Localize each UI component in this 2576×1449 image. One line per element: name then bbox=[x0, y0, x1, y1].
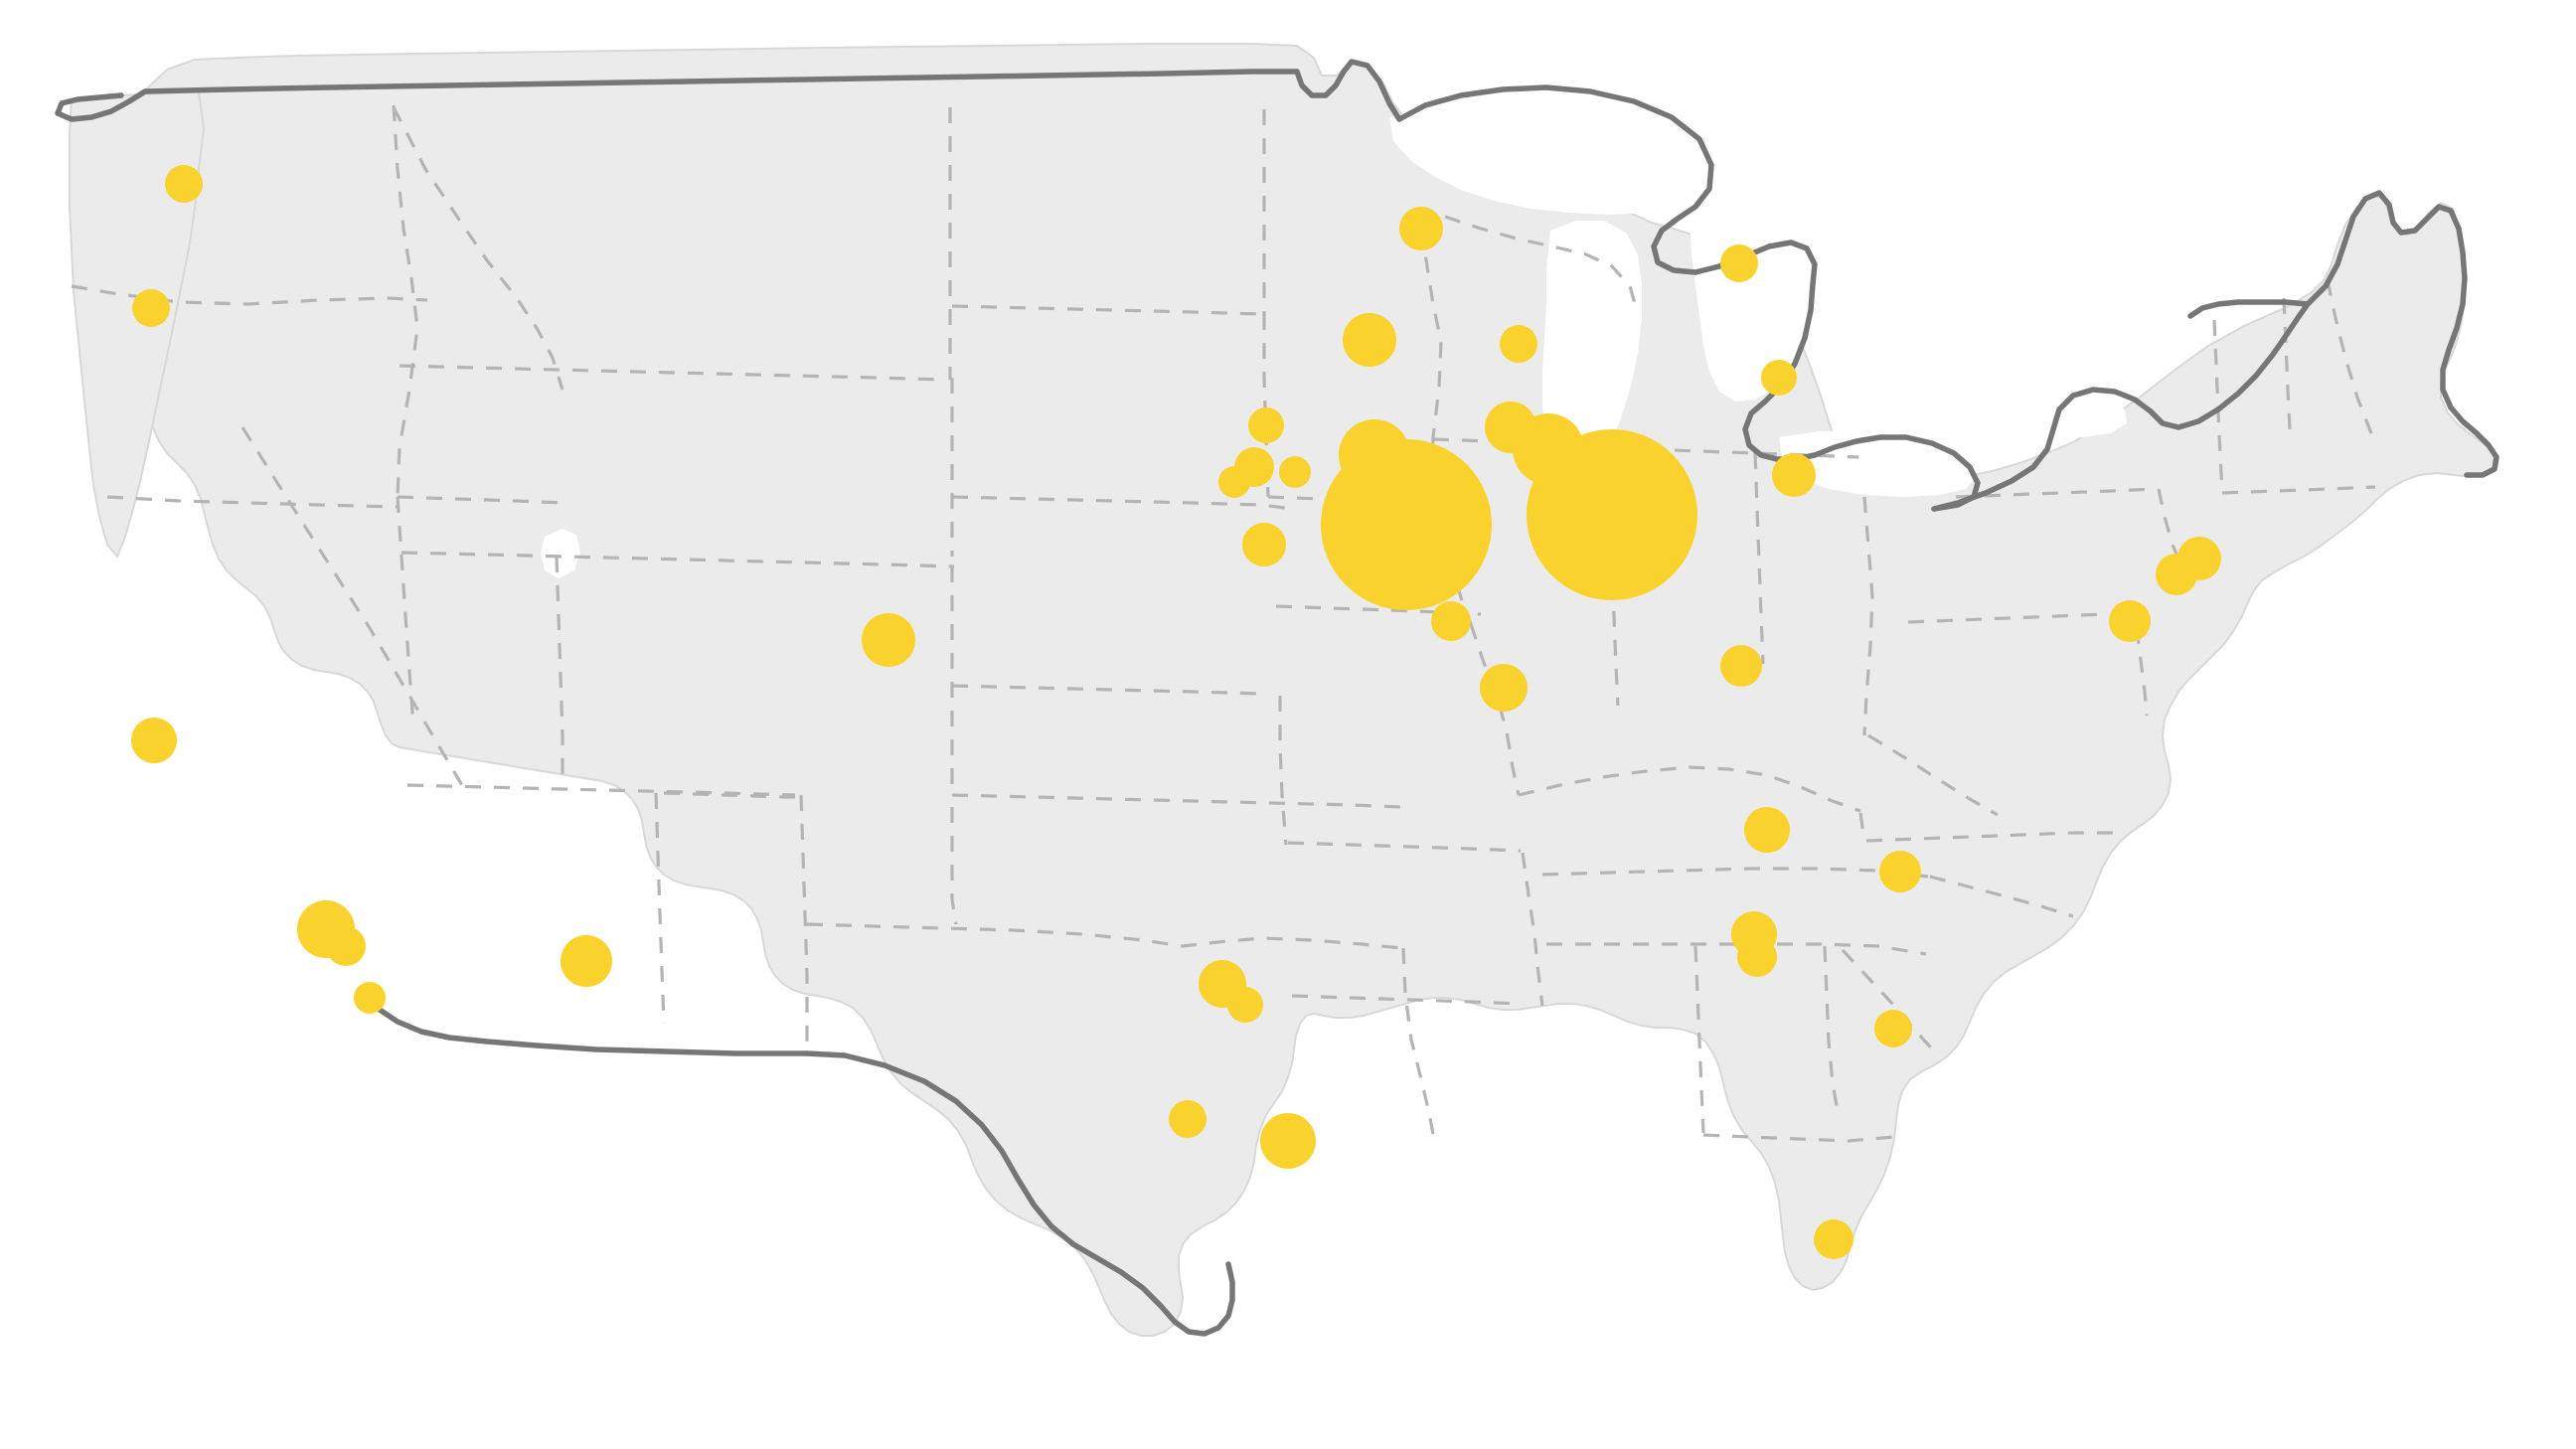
bubble-marker[interactable]: Denver, CO bbox=[862, 613, 915, 667]
bubble-marker[interactable]: Chicago North bbox=[1339, 419, 1410, 491]
great-salt-lake bbox=[541, 529, 580, 578]
bubble-marker[interactable]: Los Angeles East bbox=[326, 926, 366, 966]
great-lakes-layer bbox=[541, 95, 2127, 578]
border-maine bbox=[2305, 190, 2499, 478]
border-puget-sound bbox=[55, 88, 148, 122]
bubble-marker-layer[interactable]: Seattle, WA Portland, OR San Francisco, CA… bbox=[131, 165, 2221, 1259]
bubble-marker[interactable]: Detroit West bbox=[1513, 413, 1584, 485]
border-wv-va bbox=[1867, 733, 1999, 817]
border-mi-wi bbox=[1444, 215, 1640, 315]
border-mo-ar bbox=[1287, 841, 1522, 853]
bubble-marker[interactable]: St. Louis, MO bbox=[1480, 664, 1528, 712]
border-ar-la bbox=[1291, 994, 1522, 1006]
bubble-marker[interactable]: Davenport, IA bbox=[1242, 523, 1286, 566]
coast-refine-layer bbox=[69, 89, 206, 559]
bubble-marker[interactable]: Nashville, TN bbox=[1744, 807, 1790, 853]
border-wa-or bbox=[71, 284, 428, 306]
border-nm-tx bbox=[799, 794, 809, 1053]
border-ms-al bbox=[1693, 945, 1705, 1134]
border-nv-ca bbox=[241, 426, 465, 788]
bubble-marker[interactable]: Tampa, FL bbox=[1814, 1219, 1853, 1259]
border-ky-east bbox=[1858, 812, 1866, 842]
bubble-marker[interactable]: Jacksonville, FL bbox=[1874, 1010, 1912, 1047]
bubble-marker[interactable]: Portland, OR bbox=[132, 289, 170, 327]
border-va-nc bbox=[1865, 831, 2117, 843]
border-nc-sc bbox=[1929, 875, 2074, 918]
border-ne-ks bbox=[951, 684, 1263, 696]
border-oh-valley bbox=[1518, 765, 1861, 813]
border-or-ca bbox=[106, 495, 399, 509]
bubble-marker[interactable]: Fort Worth, TX bbox=[1227, 987, 1263, 1023]
border-id-mt bbox=[392, 106, 564, 391]
border-ma-ct bbox=[2221, 485, 2376, 495]
bubble-marker[interactable]: Springfield, IL bbox=[1431, 601, 1471, 641]
bubble-marker[interactable]: Grand Rapids, MI bbox=[1720, 244, 1758, 282]
bubble-marker[interactable]: Seattle, WA bbox=[165, 165, 203, 203]
state-borders-layer bbox=[71, 104, 2376, 1146]
bubble-marker[interactable]: Peoria, IL bbox=[1279, 456, 1311, 488]
border-al-ga bbox=[1823, 945, 1841, 1118]
border-nm-north bbox=[663, 791, 803, 799]
border-pa-ny bbox=[1955, 487, 2158, 499]
bubble-marker[interactable]: New York, NY bbox=[2177, 537, 2221, 580]
border-id-south bbox=[397, 495, 564, 505]
border-mexico-southwest bbox=[365, 997, 810, 1056]
border-lake-ontario-stlawrence bbox=[1931, 301, 2311, 512]
bubble-marker[interactable]: Phoenix, AZ bbox=[561, 935, 612, 987]
border-lake-superior bbox=[1396, 84, 1818, 287]
border-ok-panhandle bbox=[950, 807, 958, 925]
bubble-marker[interactable]: Charlotte, NC bbox=[1879, 851, 1921, 892]
border-il-mo bbox=[1469, 623, 1521, 796]
bubble-marker[interactable]: San Diego, CA bbox=[354, 982, 386, 1014]
bubble-marker[interactable]: Duluth, MN bbox=[1399, 207, 1443, 250]
border-ut-co bbox=[555, 556, 564, 785]
border-mn-wi bbox=[1419, 228, 1443, 488]
border-nd-sd bbox=[951, 304, 1263, 316]
border-sd-ne bbox=[951, 495, 1293, 511]
bubble-marker[interactable]: Washington, DC bbox=[2109, 600, 2151, 642]
bubble-marker[interactable]: Dubuque, IA bbox=[1218, 466, 1250, 498]
border-mi-south bbox=[1645, 447, 1859, 459]
lake-superior bbox=[1389, 95, 1711, 215]
pacific-northwest-shape bbox=[69, 89, 206, 559]
bubble-marker[interactable]: Madison, WI bbox=[1500, 325, 1537, 363]
border-four-corners-h bbox=[406, 783, 796, 797]
border-az-nm bbox=[654, 792, 666, 1025]
border-fl-north bbox=[1702, 1133, 1894, 1143]
bubble-marker[interactable]: Lansing, MI bbox=[1761, 360, 1797, 396]
border-pa-md bbox=[1907, 612, 2106, 624]
border-nv-ut bbox=[396, 496, 415, 726]
lake-ontario bbox=[1996, 392, 2127, 437]
border-ok-tx bbox=[806, 922, 1402, 950]
border-vt-nh bbox=[2282, 297, 2292, 430]
national-border-layer bbox=[55, 59, 2499, 1337]
border-tx-la bbox=[1401, 947, 1437, 1146]
bubble-marker[interactable]: Rockford, IL bbox=[1248, 407, 1284, 443]
border-mo-ks bbox=[1278, 696, 1288, 846]
bubble-marker[interactable]: San Francisco, CA bbox=[131, 718, 177, 763]
border-lake-of-woods bbox=[1294, 59, 1402, 122]
border-canada-49th bbox=[142, 69, 1300, 94]
bubble-marker[interactable]: Austin, TX bbox=[1169, 1100, 1207, 1138]
bubble-marker[interactable]: Houston, TX bbox=[1260, 1113, 1316, 1169]
bubble-marker[interactable]: Minneapolis, MN bbox=[1343, 313, 1396, 367]
border-mexico-texas bbox=[804, 1050, 1235, 1337]
border-wy-co bbox=[401, 551, 955, 568]
border-ga-sc bbox=[1841, 948, 1940, 1057]
bubble-marker[interactable]: Cleveland, OH bbox=[1772, 453, 1816, 497]
bubble-marker[interactable]: Atlanta South bbox=[1737, 937, 1777, 977]
border-ky-tn bbox=[1541, 867, 1929, 879]
border-ny-vt-north bbox=[2187, 299, 2311, 319]
border-oh-east bbox=[1862, 496, 1874, 736]
border-ks-ok bbox=[951, 793, 1402, 809]
border-in-oh bbox=[1753, 452, 1765, 665]
border-mt-wy bbox=[399, 364, 945, 382]
bubble-marker[interactable]: Columbus, OH bbox=[1720, 645, 1762, 687]
lake-michigan bbox=[1542, 221, 1642, 477]
